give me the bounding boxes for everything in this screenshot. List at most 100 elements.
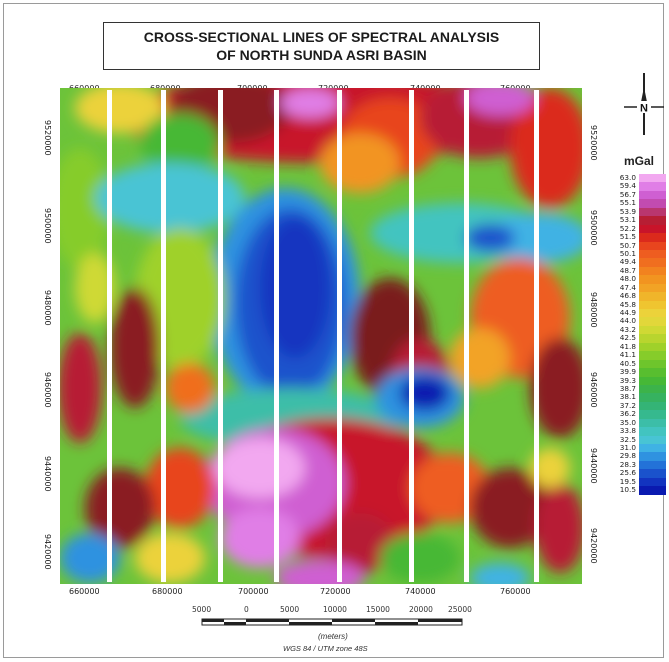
legend-value: 50.7 [619, 240, 636, 250]
legend-swatch [639, 199, 666, 208]
scale-label: 15000 [366, 605, 390, 614]
legend-row: 63.0 [612, 173, 666, 183]
legend-value: 43.2 [619, 324, 636, 334]
legend-value: 51.5 [619, 232, 636, 242]
legend-row: 40.5 [612, 358, 666, 369]
legend-swatch [639, 300, 666, 309]
section-line [107, 90, 112, 582]
legend-value: 46.8 [619, 291, 636, 301]
legend-title: mGal [624, 154, 655, 168]
x-tick-bottom-700000: 700000 [238, 587, 269, 596]
section-line [161, 90, 166, 582]
legend-swatch [639, 283, 666, 293]
legend-swatch [639, 444, 666, 453]
x-tick-bottom-720000: 720000 [320, 587, 351, 596]
scale-label: 0 [244, 605, 249, 614]
section-lines [107, 90, 539, 582]
legend-row: 50.7 [612, 240, 666, 250]
legend-value: 52.2 [619, 223, 636, 233]
legend-row: 56.7 [612, 189, 666, 200]
legend-swatch [639, 342, 666, 352]
legend-value: 48.7 [619, 265, 636, 275]
legend-value: 53.9 [619, 206, 636, 216]
anomaly-field [60, 88, 582, 584]
gravity-anomaly-map [60, 88, 582, 584]
x-tick-bottom-660000: 660000 [69, 587, 100, 596]
legend-row: 41.8 [612, 341, 666, 352]
legend-row: 39.3 [612, 376, 666, 385]
legend-swatch [639, 317, 666, 326]
legend-value: 31.0 [619, 443, 636, 452]
section-line [409, 90, 414, 582]
north-label: N [640, 103, 648, 115]
legend-swatch [639, 292, 666, 301]
legend-row: 31.0 [612, 443, 666, 453]
legend-swatch [639, 376, 666, 385]
legend-row: 52.2 [612, 223, 666, 234]
legend-value: 29.8 [619, 451, 636, 461]
legend-swatch [639, 486, 666, 495]
y-tick-right-9480000: 9480000 [589, 292, 598, 328]
map-title-box: CROSS-SECTIONAL LINES OF SPECTRAL ANALYS… [103, 22, 540, 70]
legend-row: 44.9 [612, 308, 666, 318]
scale-label: 20000 [409, 605, 433, 614]
legend-value: 41.8 [619, 341, 636, 351]
legend-value: 40.5 [619, 358, 636, 368]
legend-value: 37.2 [619, 400, 636, 410]
scale-label: 5000 [192, 605, 212, 614]
legend-row: 10.5 [612, 485, 666, 495]
legend-value: 38.7 [619, 383, 636, 393]
legend-swatch [639, 384, 666, 394]
legend-swatch [639, 351, 666, 360]
legend-swatch [639, 460, 666, 470]
legend-swatch [639, 275, 666, 284]
scale-bar: 5000 0 5000 10000 15000 20000 25000 [190, 605, 472, 645]
legend-swatch [639, 258, 666, 267]
legend-swatch [639, 224, 666, 234]
legend-row: 38.7 [612, 383, 666, 394]
legend-row: 32.5 [612, 434, 666, 444]
legend-row: 39.9 [612, 367, 666, 377]
section-line [464, 90, 469, 582]
y-tick-right-9440000: 9440000 [589, 448, 598, 484]
color-legend: 63.0 59.4 56.7 55.1 53.9 53.1 52.2 51.5 50.7 50.1… [612, 173, 666, 495]
legend-value: 56.7 [619, 189, 636, 199]
legend-row: 29.8 [612, 451, 666, 461]
legend-value: 44.9 [619, 308, 636, 317]
legend-swatch [639, 469, 666, 478]
legend-row: 19.5 [612, 477, 666, 487]
y-tick-right-9520000: 9520000 [589, 125, 598, 161]
legend-value: 32.5 [619, 434, 636, 444]
legend-value: 47.4 [619, 282, 636, 292]
y-tick-left-9420000: 9420000 [43, 534, 52, 570]
legend-swatch [639, 418, 666, 428]
legend-row: 35.0 [612, 417, 666, 428]
legend-swatch [639, 334, 666, 343]
legend-value: 38.1 [619, 392, 636, 402]
legend-value: 36.2 [619, 409, 636, 419]
legend-value: 35.0 [619, 417, 636, 427]
y-tick-right-9460000: 9460000 [589, 372, 598, 408]
legend-row: 46.8 [612, 291, 666, 301]
legend-swatch [639, 182, 666, 191]
map-title-line-1: CROSS-SECTIONAL LINES OF SPECTRAL ANALYS… [143, 29, 500, 45]
legend-swatch [639, 410, 666, 419]
section-line [218, 90, 223, 582]
legend-row: 49.4 [612, 257, 666, 267]
legend-swatch [639, 477, 666, 487]
legend-row: 53.1 [612, 215, 666, 225]
section-line [337, 90, 342, 582]
legend-value: 39.9 [619, 367, 636, 377]
legend-row: 44.0 [612, 316, 666, 326]
legend-swatch [639, 368, 666, 377]
legend-row: 43.2 [612, 324, 666, 335]
legend-value: 48.0 [619, 274, 636, 284]
map-title-line-2: OF NORTH SUNDA ASRI BASIN [216, 47, 427, 63]
legend-row: 38.1 [612, 392, 666, 402]
scale-label: 10000 [323, 605, 347, 614]
legend-swatch [639, 241, 666, 250]
x-tick-bottom-760000: 760000 [500, 587, 531, 596]
legend-value: 10.5 [619, 485, 636, 495]
legend-row: 59.4 [612, 181, 666, 191]
north-arrow: N [622, 73, 666, 143]
